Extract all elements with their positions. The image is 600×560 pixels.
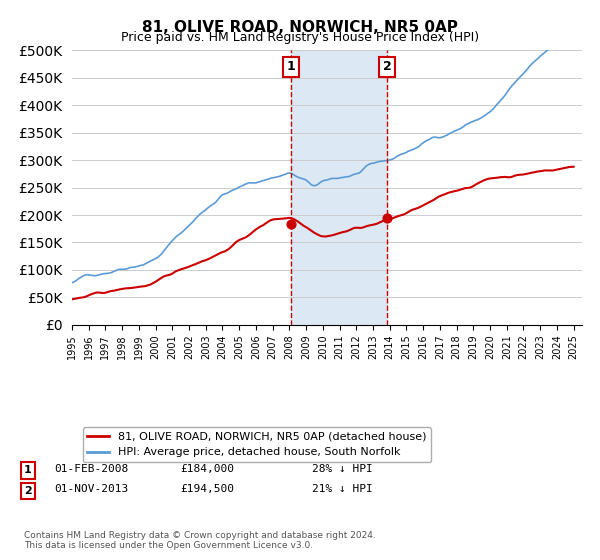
Bar: [291, 50, 387, 325]
Text: Price paid vs. HM Land Registry's House Price Index (HPI): Price paid vs. HM Land Registry's House …: [121, 31, 479, 44]
Text: Contains HM Land Registry data © Crown copyright and database right 2024.
This d: Contains HM Land Registry data © Crown c…: [24, 530, 376, 550]
Text: 21% ↓ HPI: 21% ↓ HPI: [312, 484, 373, 494]
Text: 2: 2: [24, 486, 32, 496]
Point: [286, 220, 296, 228]
Text: 1: 1: [286, 60, 295, 73]
Text: 28% ↓ HPI: 28% ↓ HPI: [312, 464, 373, 474]
Text: 1: 1: [24, 465, 32, 475]
Text: 01-NOV-2013: 01-NOV-2013: [54, 484, 128, 494]
Text: 01-FEB-2008: 01-FEB-2008: [54, 464, 128, 474]
Text: 81, OLIVE ROAD, NORWICH, NR5 0AP: 81, OLIVE ROAD, NORWICH, NR5 0AP: [142, 20, 458, 35]
Text: £184,000: £184,000: [180, 464, 234, 474]
Legend: 81, OLIVE ROAD, NORWICH, NR5 0AP (detached house), HPI: Average price, detached : 81, OLIVE ROAD, NORWICH, NR5 0AP (detach…: [83, 427, 431, 462]
Text: 2: 2: [383, 60, 391, 73]
Text: £194,500: £194,500: [180, 484, 234, 494]
Point: [382, 213, 392, 222]
